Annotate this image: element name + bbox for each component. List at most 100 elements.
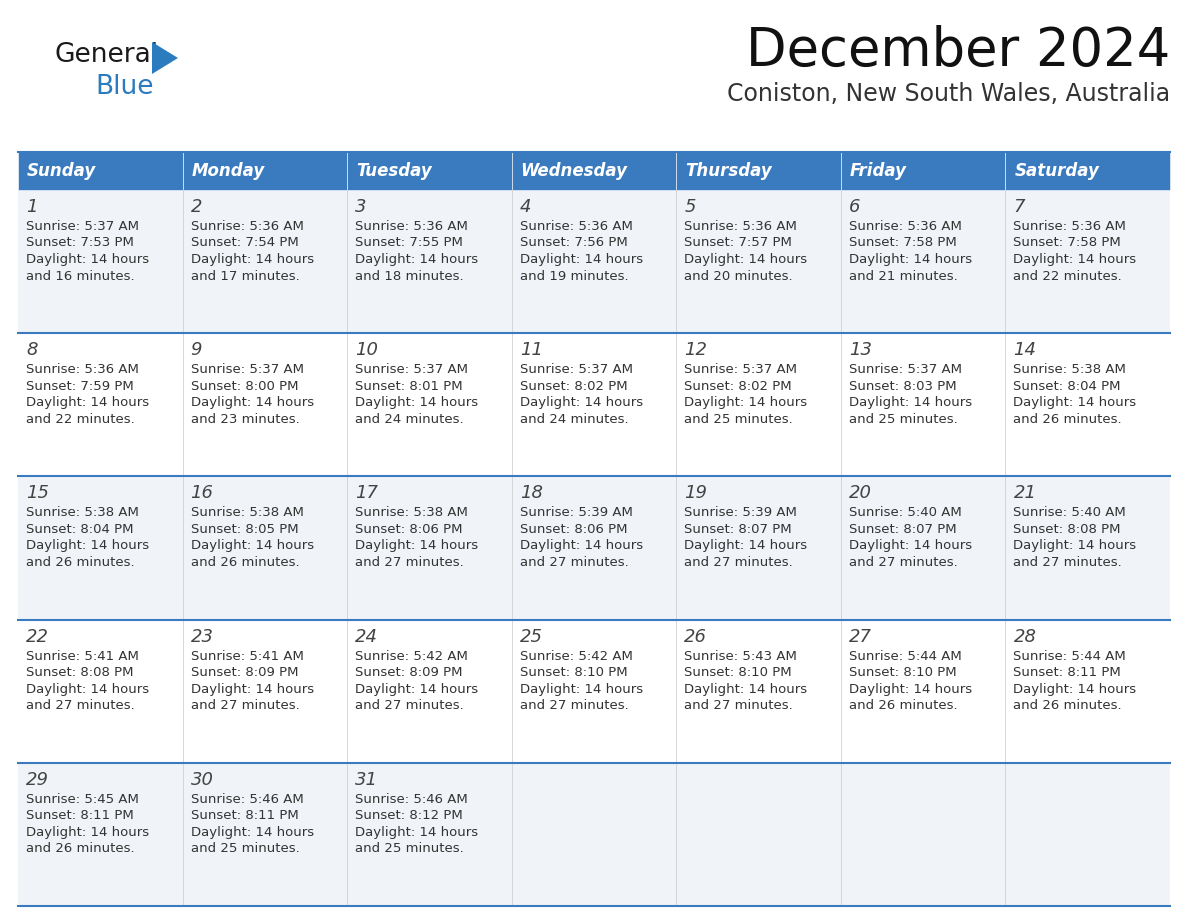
Text: Daylight: 14 hours: Daylight: 14 hours [684,540,808,553]
Text: 8: 8 [26,341,38,359]
Text: Daylight: 14 hours: Daylight: 14 hours [355,683,479,696]
Text: Sunrise: 5:36 AM: Sunrise: 5:36 AM [26,364,139,376]
Text: 19: 19 [684,485,707,502]
Bar [676,763,841,906]
Text: 25: 25 [519,628,543,645]
Text: and 24 minutes.: and 24 minutes. [519,413,628,426]
Bar [841,620,1005,763]
Text: and 27 minutes.: and 27 minutes. [190,700,299,712]
Text: 6: 6 [849,198,860,216]
Bar [18,190,183,333]
Text: Sunrise: 5:46 AM: Sunrise: 5:46 AM [355,793,468,806]
Text: and 24 minutes.: and 24 minutes. [355,413,463,426]
Text: Sunset: 7:55 PM: Sunset: 7:55 PM [355,237,463,250]
Text: Coniston, New South Wales, Australia: Coniston, New South Wales, Australia [727,82,1170,106]
Text: Sunrise: 5:44 AM: Sunrise: 5:44 AM [1013,650,1126,663]
Text: Sunset: 8:11 PM: Sunset: 8:11 PM [1013,666,1121,679]
Text: Sunset: 8:04 PM: Sunset: 8:04 PM [26,523,133,536]
Text: and 26 minutes.: and 26 minutes. [26,556,134,569]
Text: Sunset: 8:12 PM: Sunset: 8:12 PM [355,810,463,823]
Text: Daylight: 14 hours: Daylight: 14 hours [1013,683,1137,696]
Bar [512,152,676,190]
Text: Sunrise: 5:36 AM: Sunrise: 5:36 AM [1013,220,1126,233]
Text: Daylight: 14 hours: Daylight: 14 hours [26,826,150,839]
Text: 10: 10 [355,341,378,359]
Text: Daylight: 14 hours: Daylight: 14 hours [519,540,643,553]
Text: 21: 21 [1013,485,1036,502]
Bar [1005,620,1170,763]
Text: and 27 minutes.: and 27 minutes. [1013,556,1123,569]
Text: Sunset: 7:59 PM: Sunset: 7:59 PM [26,380,134,393]
Bar [676,190,841,333]
Text: Sunrise: 5:38 AM: Sunrise: 5:38 AM [26,507,139,520]
Text: Sunset: 8:10 PM: Sunset: 8:10 PM [519,666,627,679]
Bar [841,333,1005,476]
Text: Sunset: 8:07 PM: Sunset: 8:07 PM [849,523,956,536]
Text: Sunset: 8:08 PM: Sunset: 8:08 PM [26,666,133,679]
Text: and 26 minutes.: and 26 minutes. [1013,700,1121,712]
Bar [676,152,841,190]
Text: Daylight: 14 hours: Daylight: 14 hours [355,253,479,266]
Text: Sunset: 8:00 PM: Sunset: 8:00 PM [190,380,298,393]
Bar [841,152,1005,190]
Text: and 19 minutes.: and 19 minutes. [519,270,628,283]
Text: Daylight: 14 hours: Daylight: 14 hours [1013,397,1137,409]
Bar [183,763,347,906]
Text: and 25 minutes.: and 25 minutes. [190,843,299,856]
Text: and 27 minutes.: and 27 minutes. [355,556,463,569]
Text: 9: 9 [190,341,202,359]
Text: Sunset: 7:56 PM: Sunset: 7:56 PM [519,237,627,250]
Text: Tuesday: Tuesday [356,162,432,180]
Text: Sunset: 8:01 PM: Sunset: 8:01 PM [355,380,463,393]
Bar [347,333,512,476]
Bar [1005,190,1170,333]
Text: Daylight: 14 hours: Daylight: 14 hours [355,826,479,839]
Bar [512,620,676,763]
Bar [512,190,676,333]
Text: 23: 23 [190,628,214,645]
Text: Daylight: 14 hours: Daylight: 14 hours [684,253,808,266]
Text: Daylight: 14 hours: Daylight: 14 hours [26,540,150,553]
Bar [183,190,347,333]
Text: and 16 minutes.: and 16 minutes. [26,270,134,283]
Text: 16: 16 [190,485,214,502]
Text: Daylight: 14 hours: Daylight: 14 hours [355,540,479,553]
Text: 14: 14 [1013,341,1036,359]
Text: Saturday: Saturday [1015,162,1099,180]
Text: 4: 4 [519,198,531,216]
Text: Sunset: 8:10 PM: Sunset: 8:10 PM [849,666,956,679]
Text: Sunrise: 5:44 AM: Sunrise: 5:44 AM [849,650,961,663]
Text: Friday: Friday [849,162,906,180]
Text: Sunrise: 5:36 AM: Sunrise: 5:36 AM [849,220,962,233]
Bar [18,333,183,476]
Bar [841,763,1005,906]
Text: 18: 18 [519,485,543,502]
Bar [512,763,676,906]
Text: Sunset: 7:53 PM: Sunset: 7:53 PM [26,237,134,250]
Text: and 27 minutes.: and 27 minutes. [684,556,794,569]
Text: 29: 29 [26,771,49,789]
Text: Sunrise: 5:43 AM: Sunrise: 5:43 AM [684,650,797,663]
Bar [1005,476,1170,620]
Text: Daylight: 14 hours: Daylight: 14 hours [519,253,643,266]
Text: Daylight: 14 hours: Daylight: 14 hours [190,397,314,409]
Text: 22: 22 [26,628,49,645]
Text: Sunrise: 5:46 AM: Sunrise: 5:46 AM [190,793,303,806]
Text: Daylight: 14 hours: Daylight: 14 hours [519,397,643,409]
Text: Sunrise: 5:38 AM: Sunrise: 5:38 AM [190,507,303,520]
Text: Sunset: 8:07 PM: Sunset: 8:07 PM [684,523,792,536]
Text: Sunrise: 5:39 AM: Sunrise: 5:39 AM [684,507,797,520]
Bar [18,763,183,906]
Text: Sunset: 8:05 PM: Sunset: 8:05 PM [190,523,298,536]
Bar [676,476,841,620]
Text: and 22 minutes.: and 22 minutes. [1013,270,1123,283]
Polygon shape [152,42,178,74]
Bar [183,333,347,476]
Text: Blue: Blue [95,74,153,100]
Text: 15: 15 [26,485,49,502]
Text: and 27 minutes.: and 27 minutes. [519,556,628,569]
Text: 2: 2 [190,198,202,216]
Text: 26: 26 [684,628,707,645]
Text: Daylight: 14 hours: Daylight: 14 hours [1013,253,1137,266]
Text: Sunrise: 5:36 AM: Sunrise: 5:36 AM [519,220,632,233]
